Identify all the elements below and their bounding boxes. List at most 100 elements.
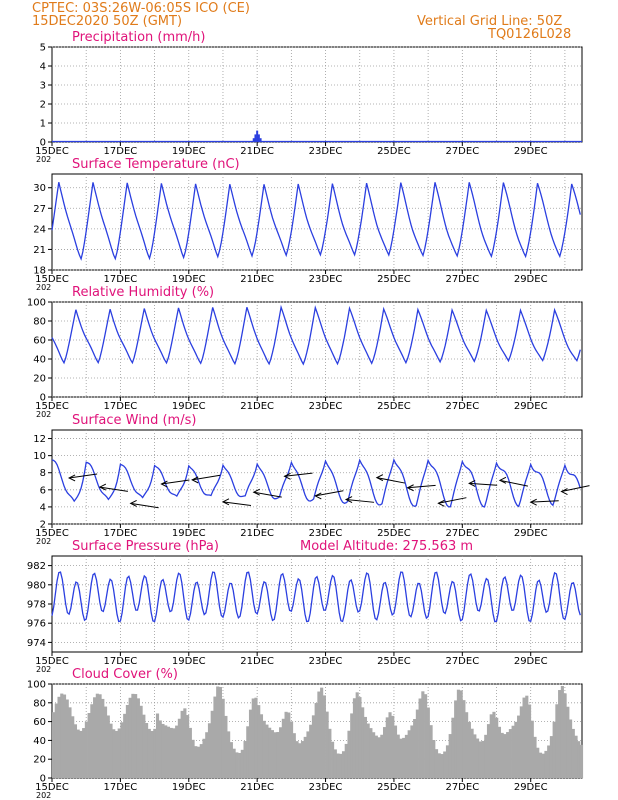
cloud-bar — [199, 744, 203, 778]
precip-ytick-label: 1 — [40, 119, 46, 130]
temp-xtick-label: 27DEC — [445, 274, 479, 285]
wind-wind-arrowhead — [344, 496, 353, 503]
cloud-bar — [388, 712, 392, 778]
cloud-bar — [268, 727, 272, 778]
cloud-bar — [188, 727, 192, 778]
precip-ytick-label: 2 — [40, 100, 46, 111]
rh-xtick-label: 15DEC — [35, 401, 69, 412]
cloud-bar — [306, 731, 310, 778]
cloud-bar — [265, 724, 269, 778]
press-title: Surface Pressure (hPa) — [72, 539, 219, 554]
wind-wind-arrow — [530, 500, 559, 503]
cloud-bar — [350, 713, 354, 778]
press-xtick-label: 27DEC — [445, 656, 479, 667]
cloud-bar — [522, 697, 526, 778]
rh-xtick-label: 17DEC — [104, 401, 138, 412]
cloud-bar — [462, 700, 466, 778]
press-year-label: 202 — [36, 665, 51, 674]
cloud-bar — [549, 736, 553, 778]
header-grid-note: Vertical Grid Line: 50Z — [417, 14, 562, 29]
cloud-bar — [289, 721, 294, 778]
wind-ytick-label: 2 — [40, 520, 46, 531]
panel-cloud: 0 20 40 60 80 100 15DEC 17DEC 19DEC 21DEC 23DEC 25D… — [27, 667, 584, 800]
wind-xtick-label: 15DEC — [35, 528, 69, 539]
header-code: TQ0126L028 — [487, 27, 571, 42]
cloud-bar — [574, 735, 578, 778]
wind-ytick-label: 12 — [33, 434, 46, 445]
cloud-bar — [560, 685, 564, 778]
cloud-bar — [511, 725, 515, 778]
wind-xtick-label: 19DEC — [172, 528, 206, 539]
cloud-bar — [281, 718, 285, 778]
cloud-bar — [68, 707, 72, 778]
cloud-bar — [150, 731, 154, 778]
cloud-bar — [481, 740, 485, 778]
cloud-bar — [142, 714, 146, 778]
panel-press: 974 976 978 980 982 15DEC 17DEC 19DEC 21DEC 23DEC… — [27, 539, 583, 674]
cloud-bar — [117, 728, 121, 778]
cloud-bar — [358, 697, 362, 778]
cloud-ytick-label: 60 — [33, 717, 46, 728]
header-run: 15DEC2020 50Z (GMT) — [32, 14, 182, 29]
cloud-xtick-label: 25DEC — [377, 782, 411, 793]
temp-series-line — [51, 182, 581, 261]
cloud-bar — [569, 719, 573, 778]
cloud-bar — [399, 738, 403, 778]
wind-wind-arrow — [161, 479, 190, 485]
cloud-bar — [380, 734, 384, 778]
cloud-bar — [259, 714, 264, 778]
wind-wind-arrow — [284, 472, 313, 477]
cloud-bar — [87, 713, 91, 778]
cloud-bar — [514, 721, 518, 778]
precip-xtick-label: 17DEC — [104, 146, 138, 157]
cloud-bar — [175, 725, 179, 778]
rh-xtick-label: 23DEC — [309, 401, 343, 412]
cloud-xtick-label: 23DEC — [309, 782, 343, 793]
cloud-bar — [459, 690, 463, 778]
precip-ytick-label: 5 — [40, 43, 46, 54]
wind-title: Surface Wind (m/s) — [72, 413, 196, 428]
cloud-xtick-label: 21DEC — [240, 782, 274, 793]
temp-ytick-label: 21 — [33, 245, 46, 256]
cloud-bar — [147, 728, 151, 778]
cloud-bar — [374, 735, 378, 778]
rh-xtick-label: 25DEC — [377, 401, 411, 412]
cloud-bar — [478, 741, 482, 778]
cloud-bar — [136, 698, 140, 778]
cloud-bar — [243, 741, 247, 778]
cloud-bar — [429, 725, 433, 778]
wind-wind-arrowhead — [160, 480, 168, 488]
rh-xtick-label: 19DEC — [172, 401, 206, 412]
cloud-bar — [443, 751, 447, 778]
cloud-ytick-label: 80 — [33, 698, 46, 709]
precip-bar — [256, 130, 259, 142]
wind-xtick-label: 23DEC — [309, 528, 343, 539]
panel-precip: 0 1 2 3 4 5 15DEC 17DEC 19DEC 21DEC 23DEC 25DEC 27DE… — [35, 30, 583, 164]
wind-wind-arrow — [407, 484, 436, 489]
cloud-bar — [248, 709, 253, 778]
wind-xtick-label: 25DEC — [377, 528, 411, 539]
precip-frame — [51, 46, 583, 143]
cloud-bar — [276, 732, 280, 778]
cloud-bar — [82, 728, 86, 778]
cloud-bar — [465, 712, 469, 778]
cloud-bar — [90, 704, 94, 778]
cloud-bar — [95, 693, 99, 778]
cloud-bar — [246, 726, 250, 778]
cloud-bar — [145, 723, 149, 778]
cloud-bar — [369, 728, 373, 778]
cloud-bar — [52, 712, 56, 778]
cloud-bar — [503, 734, 507, 778]
wind-frame — [51, 429, 583, 525]
precip-ytick-label: 3 — [40, 81, 46, 92]
press-series-line — [51, 571, 581, 623]
cloud-bar — [473, 734, 477, 778]
wind-wind-arrow — [499, 479, 529, 487]
cloud-bar — [328, 728, 332, 778]
cloud-bar — [407, 730, 411, 778]
cloud-bar — [84, 721, 88, 778]
cloud-bar — [169, 727, 173, 778]
cloud-bar — [382, 727, 387, 778]
cloud-bar — [109, 723, 113, 778]
cloud-bar — [73, 724, 78, 778]
